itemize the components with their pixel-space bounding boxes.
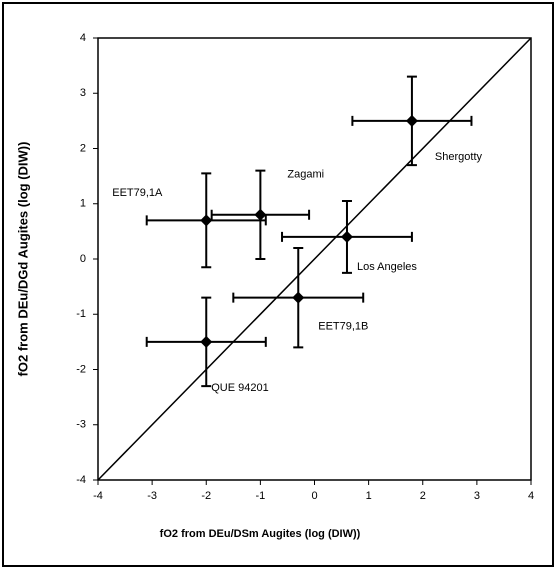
frame <box>2 2 554 567</box>
y-tick-label: -3 <box>76 419 86 431</box>
marker <box>254 208 267 221</box>
y-tick-label: 3 <box>80 87 86 99</box>
y-tick-label: -1 <box>76 308 86 320</box>
x-tick-label: -4 <box>93 490 103 502</box>
x-tick-label: -2 <box>201 490 211 502</box>
y-tick-label: -4 <box>76 474 86 486</box>
marker <box>200 214 213 227</box>
marker <box>200 335 213 348</box>
x-tick-label: 1 <box>366 490 372 502</box>
y-tick-label: 2 <box>80 142 86 154</box>
point-label: Zagami <box>287 169 324 181</box>
point-label: QUE 94201 <box>211 382 268 394</box>
x-tick-label: 0 <box>311 490 317 502</box>
x-tick-label: -3 <box>147 490 157 502</box>
y-tick-label: -2 <box>76 363 86 375</box>
identity-line <box>97 37 532 481</box>
point-label: Los Angeles <box>357 261 417 273</box>
marker <box>292 291 305 304</box>
point-label: EET79,1B <box>318 321 368 333</box>
x-tick-label: 3 <box>474 490 480 502</box>
x-axis-title: fO2 from DEu/DSm Augites (log (DIW)) <box>160 528 361 540</box>
marker <box>340 230 353 243</box>
x-tick-label: -1 <box>255 490 265 502</box>
x-tick-label: 4 <box>528 490 534 502</box>
x-tick-label: 2 <box>420 490 426 502</box>
y-axis-title: fO2 from DEu/DGd Augites (log (DIW)) <box>15 142 30 377</box>
marker <box>405 114 418 127</box>
y-tick-label: 4 <box>80 32 86 44</box>
y-tick-label: 1 <box>80 198 86 210</box>
y-tick-label: 0 <box>80 253 86 265</box>
point-label: EET79,1A <box>112 187 163 199</box>
point-label: Shergotty <box>435 151 483 163</box>
